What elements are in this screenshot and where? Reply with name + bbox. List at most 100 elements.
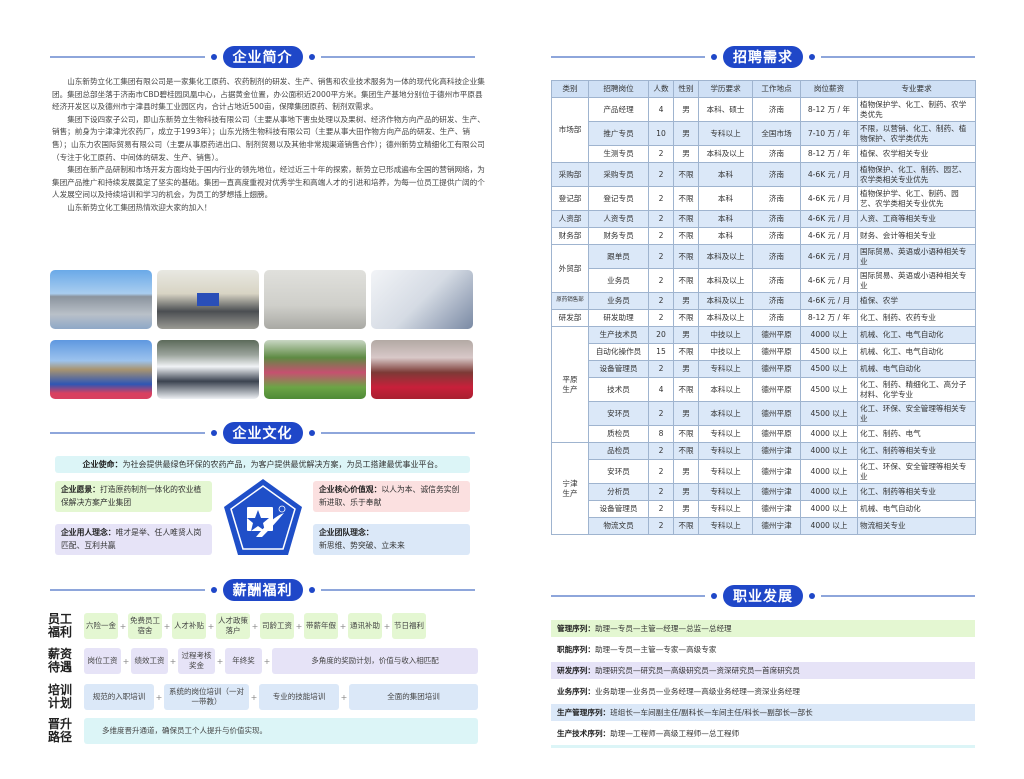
table-cell: 财务、会计等相关专业: [857, 227, 976, 245]
table-cell: 化工、制药、电气: [857, 425, 976, 443]
table-cell: 植物保护学、化工、制药、农学类优先: [857, 97, 976, 122]
table-row: 分析员 2 男专科以上 德州宁津 4000 以上 化工、制药等相关专业: [552, 483, 976, 501]
company-intro: 山东新势立化工集团有限公司是一家集化工原药、农药制剂的研发、生产、销售和农业技术…: [52, 76, 488, 215]
table-row: 人资部 人资专员 2 不限 本科 济南 4-6K 元 / 月人资、工商等相关专业: [551, 210, 976, 228]
benefit-item: 过程考核奖金: [178, 648, 215, 674]
table-cell: 不限: [673, 425, 699, 443]
table-cell: 研发助理: [588, 309, 649, 327]
column-header: 专业要求: [857, 80, 976, 98]
table-cell: 专科以上: [698, 483, 753, 501]
table-cell: 4500 以上: [800, 377, 858, 402]
benefit-items: 六险一金 + 免费员工宿舍 + 人才补贴 + 人才政策落户 + 司龄工资 + 带薪年假 + 通讯补助 + 节…: [84, 613, 478, 639]
table-cell: 济南: [752, 309, 801, 327]
table-cell: 化工、制药等相关专业: [857, 483, 976, 501]
table-row: 登记部 登记专员 2 不限 本科 济南 4-6K 元 / 月植物保护学、化工、制药、园艺、农…: [551, 186, 976, 211]
table-cell: 本科以上: [698, 401, 753, 426]
table-cell: 本科: [698, 162, 753, 187]
table-cell: 化工、环保、安全管理等相关专业: [857, 459, 976, 484]
table-cell: 本科: [698, 210, 753, 228]
table-cell: 2: [648, 309, 674, 327]
table-cell: 4: [648, 377, 674, 402]
table-cell: 4-6K 元 / 月: [800, 210, 858, 228]
label-line: 路径: [48, 730, 73, 744]
table-cell: 化工、制药、农药专业: [857, 309, 976, 327]
plus-icon: +: [207, 621, 215, 631]
column-header: 招聘岗位: [588, 80, 649, 98]
table-cell: 中技以上: [698, 343, 753, 361]
column-header: 类别: [551, 80, 589, 98]
plus-icon: +: [216, 656, 224, 666]
photo-team-on-snow: [157, 340, 259, 399]
label-line: 晋升: [48, 717, 73, 731]
table-cell: 人资、工商等相关专业: [857, 210, 976, 228]
table-cell: 质检员: [588, 425, 649, 443]
career-track: 生产技术序列：助理—工程师—高级工程师—总工程师: [551, 725, 975, 742]
table-cell: 安环员: [588, 459, 649, 484]
table-cell: 4000 以上: [800, 517, 858, 535]
photo-team-on-grass: [264, 340, 366, 399]
benefit-row-label: 员工 福利: [48, 613, 78, 639]
table-row: 宁津生产 品检员 2 不限 专科以上 德州宁津 4000 以上 化工、制药等相关专业: [551, 442, 976, 535]
table-cell: 男: [673, 121, 699, 146]
section-title: 薪酬福利: [222, 579, 303, 601]
table-cell: 2: [648, 517, 674, 535]
table-cell: 跟单员: [588, 244, 649, 269]
table-row: 外贸部 跟单员 2 不限 本科及以上 济南 4-6K 元 / 月国际贸易、英语或小语种相关专…: [551, 244, 976, 293]
table-cell: 机械、电气自动化: [857, 360, 976, 378]
team-text: 新思维、势突破、立未来: [319, 541, 405, 550]
table-cell: 采购专员: [588, 162, 649, 187]
plus-icon: +: [122, 656, 130, 666]
table-cell: 济南: [752, 210, 801, 228]
benefit-item: 六险一金: [84, 613, 118, 639]
table-cell: 本科及以上: [698, 309, 753, 327]
benefit-item: 专业的技能培训: [259, 684, 339, 710]
section-header-career: 职业发展: [551, 585, 975, 607]
table-cell: 2: [648, 442, 674, 460]
table-cell: 济南: [752, 244, 801, 269]
section-title: 企业简介: [222, 46, 303, 68]
benefit-items: 多维度晋升通道，确保员工个人提升与价值实现。: [84, 718, 478, 744]
table-row: 研发部 研发助理 2 不限 本科及以上 济南 8-12 万 / 年化工、制药、农药专业: [551, 309, 976, 327]
mission-bar: 企业使命：为社会提供最绿色环保的农药产品，为客户提供最优解决方案，为员工搭建最优…: [55, 456, 470, 473]
label-line: 待遇: [48, 660, 73, 674]
values-label: 企业核心价值观：: [319, 485, 382, 494]
table-cell: 物流相关专业: [857, 517, 976, 535]
table-cell: 专科以上: [698, 121, 753, 146]
table-cell: 2: [648, 244, 674, 269]
table-row: 质检员 8 不限 专科以上 德州平原 4000 以上 化工、制药、电气: [552, 425, 976, 443]
career-track: 生产管理序列：班组长—车间副主任/副科长—车间主任/科长—副部长—部长: [551, 704, 975, 721]
table-cell: 机械、化工、电气自动化: [857, 343, 976, 361]
table-cell: 不限: [673, 244, 699, 269]
table-cell: 男: [673, 360, 699, 378]
table-cell: 德州宁津: [752, 483, 801, 501]
table-cell: 济南: [752, 292, 801, 310]
table-cell: 2: [648, 210, 674, 228]
intro-paragraph: 集团下设四家子公司，即山东新势立生物科技有限公司（主要从事地下害虫处理以及果树、…: [52, 114, 485, 162]
table-cell: 济南: [752, 162, 801, 187]
table-cell: 不限: [673, 309, 699, 327]
table-cell: 济南: [752, 227, 801, 245]
vision-text: 打造原药制剂一体化的农业植保解决方案产业集团: [61, 485, 202, 507]
table-cell: 4000 以上: [800, 459, 858, 484]
table-cell: 德州宁津: [752, 459, 801, 484]
table-cell: 不限，以营销、化工、制药、植物保护、农学类优先: [857, 121, 976, 146]
table-cell: 德州宁津: [752, 517, 801, 535]
benefit-item: 多角度的奖励计划，价值与收入相匹配: [272, 648, 478, 674]
intro-paragraph: 山东新势立化工集团有限公司是一家集化工原药、农药制剂的研发、生产、销售和农业技术…: [52, 77, 485, 112]
table-cell: 德州宁津: [752, 500, 801, 518]
plus-icon: +: [155, 692, 163, 702]
table-cell: 安环员: [588, 401, 649, 426]
table-cell: 男: [673, 145, 699, 163]
table-row: 采购部 采购专员 2 不限 本科 济南 4-6K 元 / 月植物保护、化工、制药、园艺、农学…: [551, 162, 976, 187]
table-cell: 分析员: [588, 483, 649, 501]
label-line: 福利: [48, 625, 73, 639]
photo-meeting-room: [157, 270, 259, 329]
career-track: 研发序列：助理研究员—研究员—高级研究员—资深研究员—首席研究员: [551, 662, 975, 679]
table-cell: 男: [673, 401, 699, 426]
table-cell: 2: [648, 186, 674, 211]
table-row: 业务员 2 不限 本科及以上 济南 4-6K 元 / 月国际贸易、英语或小语种相关专业: [552, 268, 976, 293]
dept-cell: 市场部: [551, 97, 589, 163]
benefit-row-label: 培训 计划: [48, 684, 78, 710]
table-cell: 不限: [673, 377, 699, 402]
dept-cell: 宁津生产: [551, 442, 589, 535]
